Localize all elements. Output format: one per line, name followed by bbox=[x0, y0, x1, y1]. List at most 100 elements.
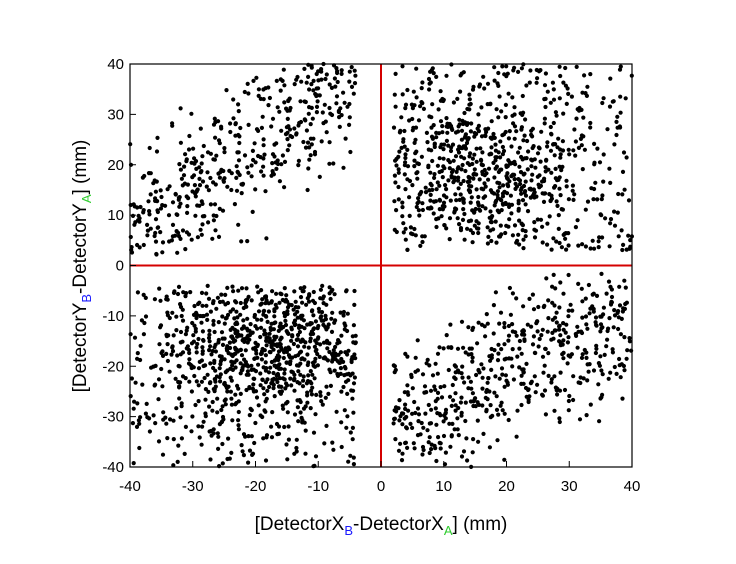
data-point bbox=[451, 158, 456, 163]
data-point bbox=[314, 93, 319, 99]
data-point bbox=[283, 299, 288, 304]
data-point bbox=[588, 402, 593, 407]
data-point bbox=[403, 155, 408, 161]
data-point bbox=[201, 338, 206, 343]
data-point bbox=[298, 295, 304, 300]
data-point bbox=[548, 148, 554, 153]
data-point bbox=[571, 148, 576, 153]
data-point bbox=[516, 232, 521, 237]
data-point bbox=[272, 342, 277, 347]
data-point bbox=[452, 178, 457, 183]
data-point bbox=[213, 377, 218, 382]
data-point bbox=[309, 142, 314, 147]
data-point bbox=[545, 89, 550, 94]
data-point bbox=[178, 415, 183, 420]
data-point bbox=[296, 325, 302, 330]
data-point bbox=[399, 115, 404, 120]
data-point bbox=[551, 272, 556, 277]
data-point bbox=[225, 300, 231, 306]
data-point bbox=[282, 159, 288, 164]
data-point bbox=[306, 345, 311, 350]
data-point bbox=[307, 105, 312, 110]
data-point bbox=[434, 422, 439, 427]
data-point bbox=[525, 322, 530, 327]
data-point bbox=[148, 192, 153, 197]
data-point bbox=[352, 68, 357, 73]
data-point bbox=[488, 188, 493, 193]
data-point bbox=[244, 286, 249, 291]
data-point bbox=[503, 230, 508, 236]
data-point bbox=[154, 251, 159, 257]
data-point bbox=[262, 152, 267, 157]
data-point bbox=[164, 351, 169, 356]
data-point bbox=[539, 129, 544, 134]
data-point bbox=[542, 388, 548, 393]
data-point bbox=[572, 192, 577, 197]
x-tick-label: -10 bbox=[307, 478, 329, 495]
data-point bbox=[482, 181, 487, 186]
data-point bbox=[498, 403, 503, 408]
data-point bbox=[489, 238, 494, 244]
data-point bbox=[498, 310, 504, 315]
data-point bbox=[550, 284, 555, 289]
data-point bbox=[130, 213, 136, 218]
data-point bbox=[218, 379, 223, 384]
data-point bbox=[135, 401, 140, 406]
data-point bbox=[407, 178, 413, 184]
data-point bbox=[515, 408, 520, 413]
data-point bbox=[515, 354, 520, 359]
data-point bbox=[486, 177, 491, 182]
data-point bbox=[499, 366, 505, 371]
data-point bbox=[469, 184, 474, 189]
data-point bbox=[221, 179, 226, 184]
data-point bbox=[211, 180, 216, 185]
data-point bbox=[275, 105, 280, 110]
data-point bbox=[542, 363, 547, 368]
data-point bbox=[459, 71, 464, 76]
data-point bbox=[334, 66, 339, 71]
data-point bbox=[508, 312, 513, 317]
data-point bbox=[328, 296, 333, 302]
data-point bbox=[189, 111, 194, 116]
data-point bbox=[532, 157, 537, 162]
data-point bbox=[584, 93, 590, 98]
data-point bbox=[335, 371, 340, 377]
data-point bbox=[419, 189, 424, 195]
data-point bbox=[229, 187, 234, 193]
data-point bbox=[332, 320, 337, 325]
data-point bbox=[216, 337, 221, 343]
data-point bbox=[402, 390, 407, 395]
data-point bbox=[210, 236, 215, 241]
data-point bbox=[245, 340, 250, 345]
y-axis-label: [DetectorYB-DetectorYA] (mm) bbox=[70, 140, 94, 393]
data-point bbox=[435, 390, 441, 395]
data-point bbox=[561, 327, 566, 332]
data-point bbox=[499, 109, 504, 114]
data-point bbox=[533, 165, 538, 170]
data-point bbox=[248, 322, 253, 327]
data-point bbox=[422, 390, 427, 395]
data-point bbox=[159, 350, 164, 356]
data-point bbox=[509, 144, 514, 149]
data-point bbox=[229, 396, 234, 401]
data-point bbox=[457, 122, 462, 127]
data-point bbox=[277, 300, 282, 305]
data-point bbox=[452, 375, 457, 380]
data-point bbox=[494, 240, 499, 245]
data-point bbox=[568, 354, 573, 359]
data-point bbox=[298, 361, 303, 366]
data-point bbox=[334, 409, 339, 414]
data-point bbox=[302, 285, 307, 290]
data-point bbox=[532, 220, 537, 225]
data-point bbox=[447, 166, 452, 171]
y-label-subscript-b: B bbox=[79, 294, 94, 303]
data-point bbox=[430, 158, 435, 164]
data-point bbox=[442, 384, 447, 389]
data-point bbox=[229, 402, 234, 407]
data-point bbox=[622, 278, 627, 283]
data-point bbox=[199, 290, 205, 295]
data-point bbox=[253, 369, 259, 374]
data-point bbox=[610, 350, 616, 355]
data-point bbox=[470, 156, 475, 161]
data-point bbox=[396, 167, 401, 172]
